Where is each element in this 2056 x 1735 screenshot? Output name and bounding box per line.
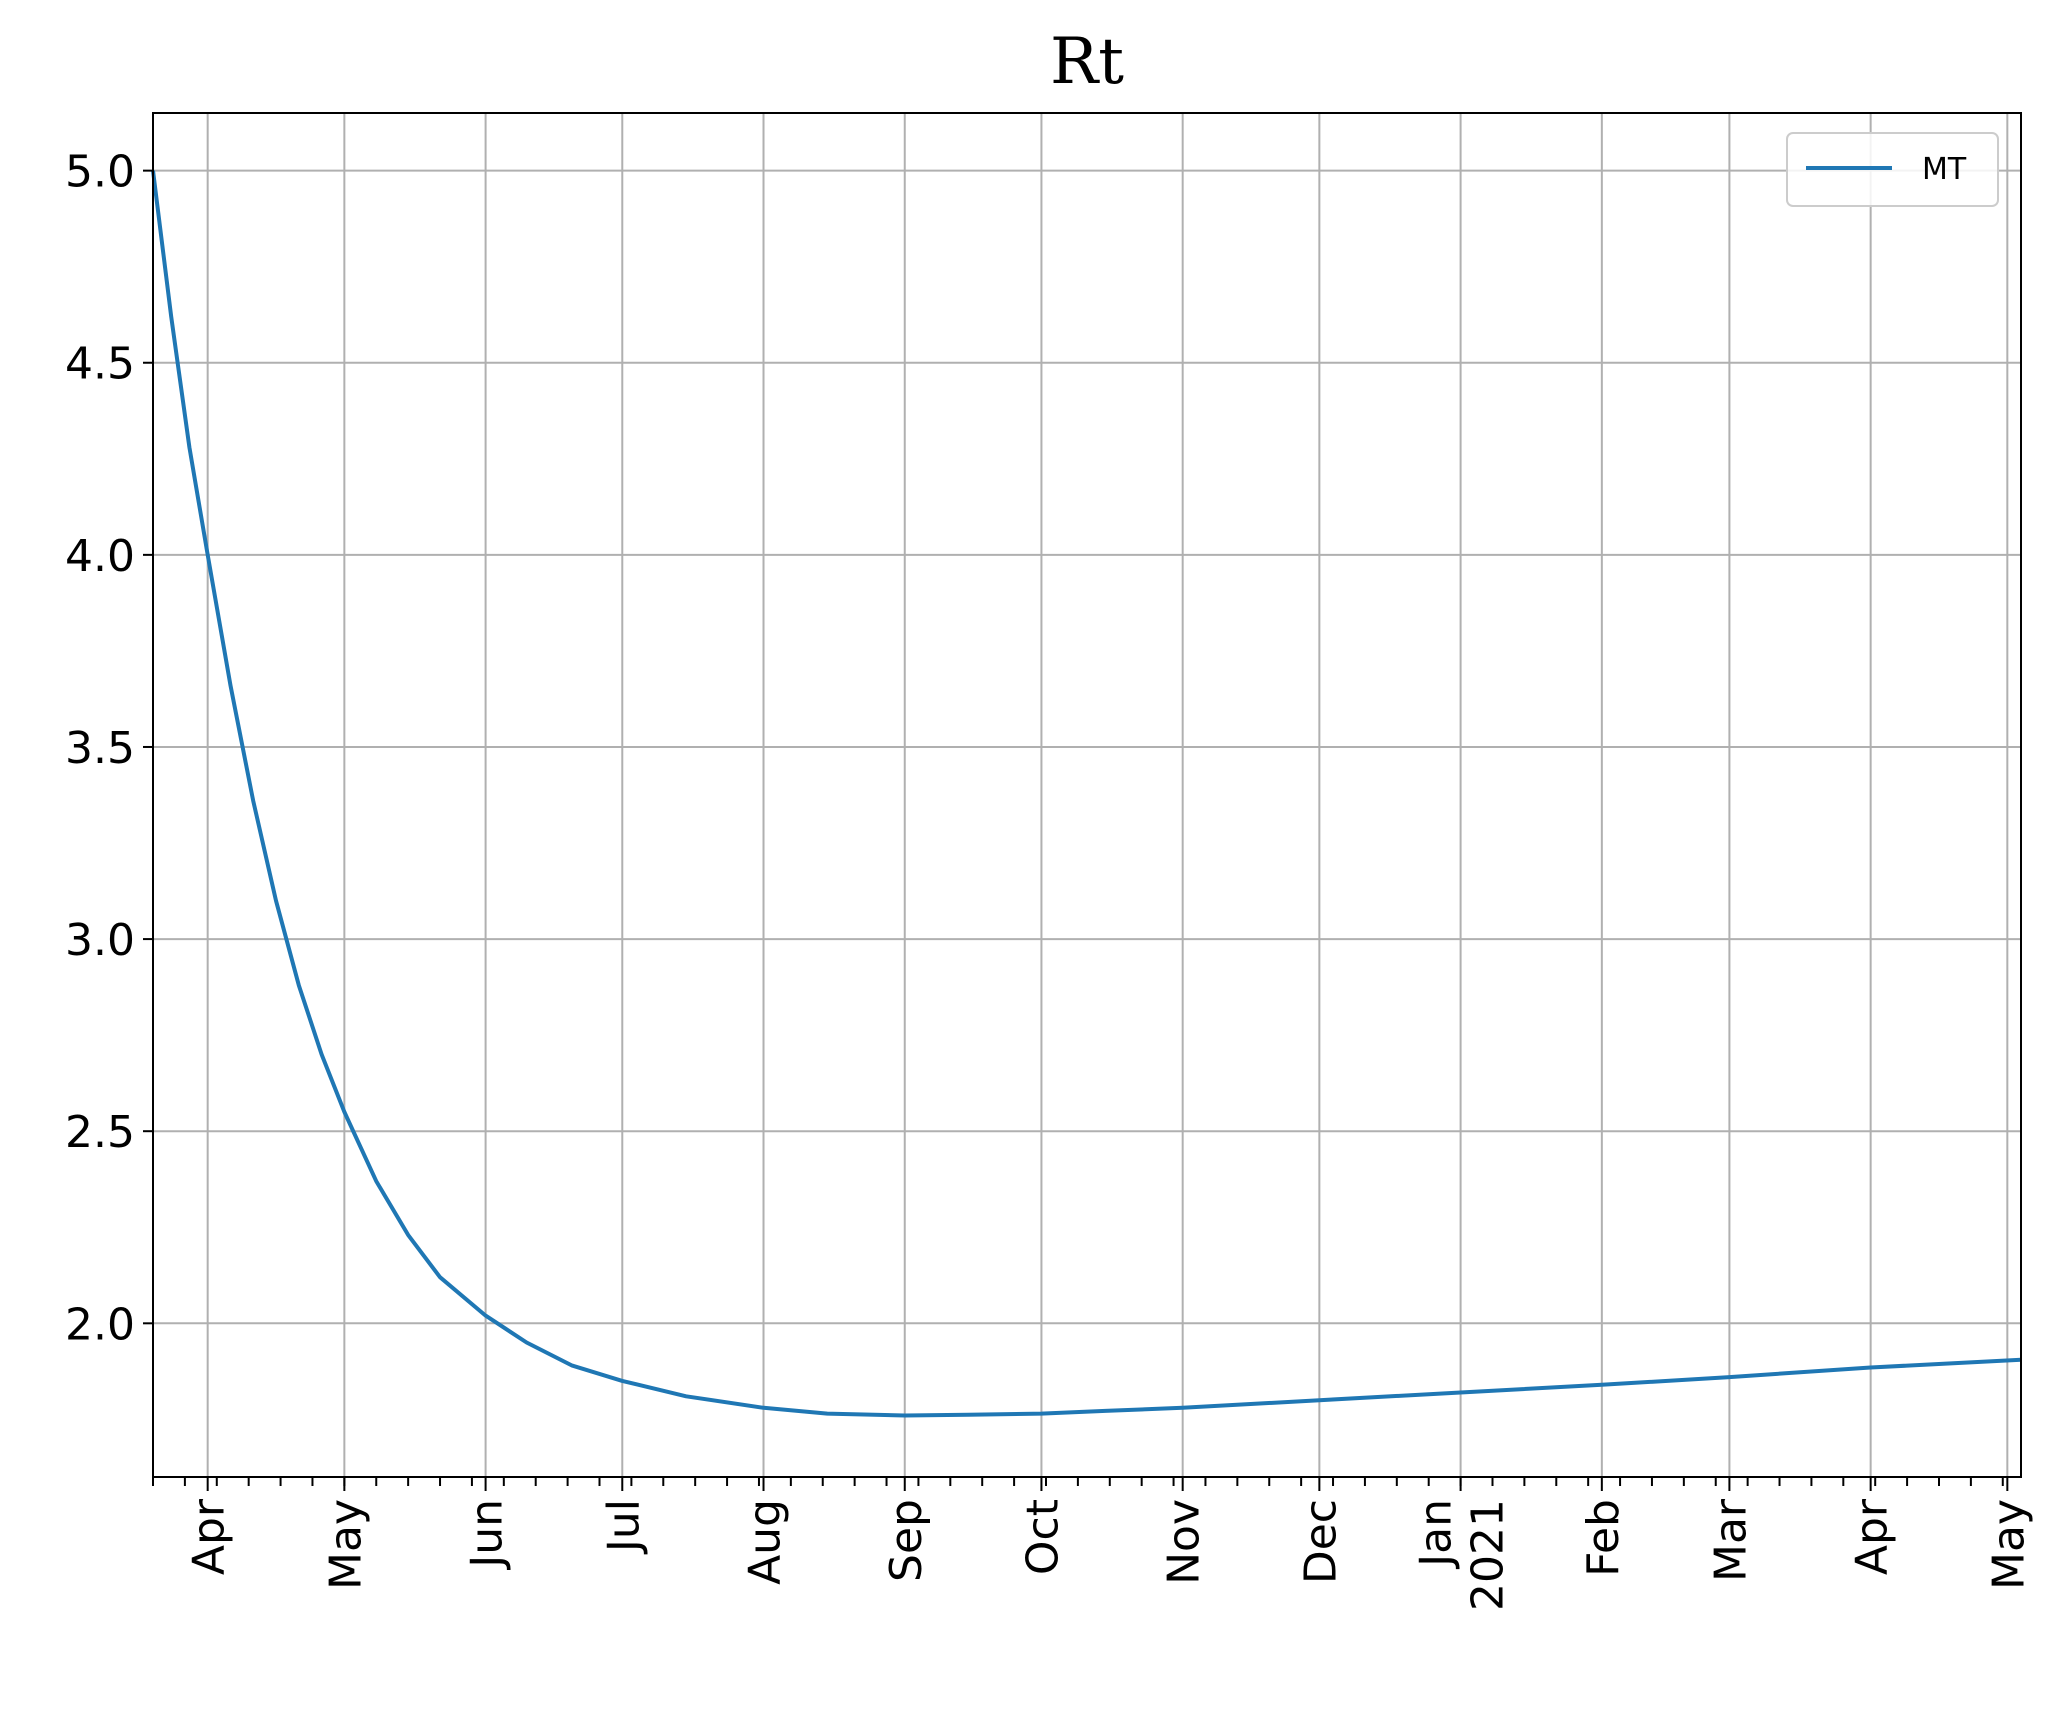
x-tick-label: May	[320, 1499, 371, 1590]
x-tick-label: Aug	[740, 1499, 791, 1585]
legend: MT	[1786, 132, 1999, 207]
x-tick-label: Apr	[184, 1498, 235, 1575]
x-tick-label: Feb	[1578, 1499, 1629, 1577]
x-tick-label: Sep	[881, 1499, 932, 1582]
x-tick-label: May	[1983, 1499, 2034, 1590]
legend-label-mt: MT	[1922, 152, 1967, 187]
x-tick-label: Mar	[1705, 1498, 1756, 1582]
x-tick-label: Oct	[1017, 1499, 1068, 1575]
y-tick-label: 3.0	[65, 915, 135, 966]
series-line-mt	[151, 170, 2022, 1418]
x-tick-label: Jan	[1411, 1499, 1462, 1570]
x-tick-label: Jun	[462, 1499, 513, 1571]
chart-title: Rt	[1050, 25, 1124, 99]
plot-frame	[152, 112, 2022, 1478]
series-layer	[151, 170, 2022, 1418]
grid-lines	[153, 113, 2021, 1477]
x-tick-label: Nov	[1159, 1499, 1210, 1585]
y-tick-label: 5.0	[65, 147, 135, 198]
x-axis: Apr May Jun Jul Aug Sep Oct Nov Dec Jan 2021 Feb Mar…	[152, 1477, 2034, 1611]
x-tick-label: Dec	[1295, 1499, 1346, 1584]
x-tick-label: Apr	[1847, 1498, 1898, 1575]
y-tick-label: 2.0	[65, 1299, 135, 1350]
legend-box	[1786, 132, 1999, 207]
y-tick-label: 4.0	[65, 531, 135, 582]
y-tick-label: 2.5	[65, 1107, 135, 1158]
x-tick-label: 2021	[1463, 1499, 1514, 1611]
x-tick-label: Jul	[598, 1499, 649, 1555]
y-tick-label: 3.5	[65, 723, 135, 774]
y-tick-label: 4.5	[65, 339, 135, 390]
y-axis: 2.0 2.5 3.0 3.5 4.0 4.5 5.0	[65, 147, 153, 1350]
